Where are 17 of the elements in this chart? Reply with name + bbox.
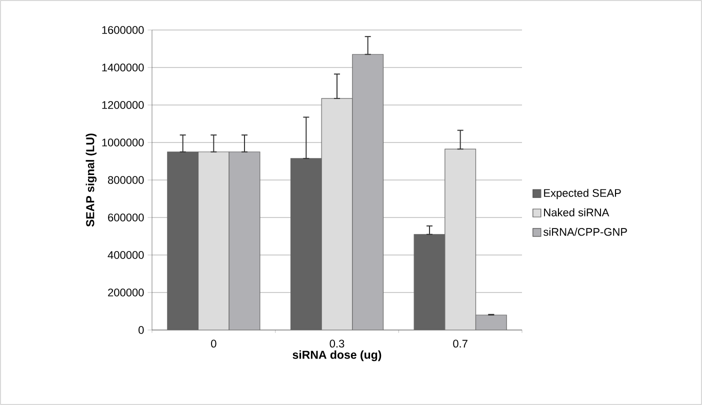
legend-label: Expected SEAP — [544, 188, 621, 200]
y-tick-label: 1400000 — [102, 64, 144, 72]
y-tick-label: 200000 — [108, 288, 144, 296]
x-tick-label: 0 — [211, 340, 216, 348]
legend-label: siRNA/CPP-GNP — [543, 228, 627, 236]
x-axis-title: siRNA dose (ug) — [292, 350, 382, 362]
y-tick-label: 1000000 — [102, 138, 144, 146]
y-tick-label: 1600000 — [102, 26, 144, 34]
y-axis-title: SEAP signal (LU) — [86, 134, 97, 227]
y-tick-label: 1200000 — [102, 101, 144, 109]
y-tick-label: 800000 — [108, 176, 144, 184]
x-tick-label: 0.7 — [453, 340, 468, 348]
legend-label: Naked siRNA — [544, 208, 610, 216]
y-tick-label: 0 — [138, 326, 144, 334]
x-tick-label: 0.3 — [330, 340, 344, 348]
y-tick-label: 400000 — [108, 251, 144, 259]
y-tick-label: 600000 — [108, 214, 144, 222]
